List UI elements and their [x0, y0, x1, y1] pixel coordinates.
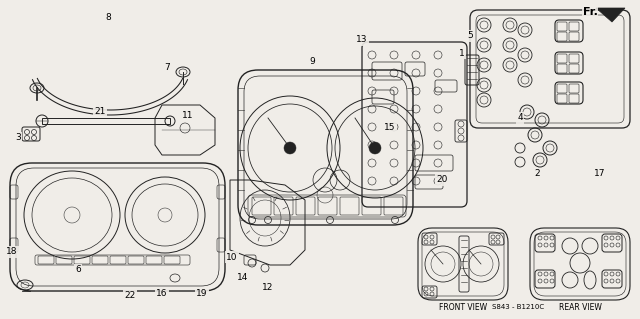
Polygon shape: [596, 8, 625, 22]
Text: 1: 1: [459, 48, 465, 57]
Text: 8: 8: [105, 12, 111, 21]
Text: 22: 22: [124, 291, 136, 300]
Text: 16: 16: [156, 290, 168, 299]
Text: 3: 3: [15, 133, 21, 143]
Text: 15: 15: [384, 123, 396, 132]
Text: 14: 14: [237, 273, 249, 283]
Text: REAR VIEW: REAR VIEW: [559, 302, 602, 311]
Text: 19: 19: [196, 290, 208, 299]
Text: 17: 17: [595, 169, 605, 179]
Text: 7: 7: [164, 63, 170, 72]
Text: S843 - B1210C: S843 - B1210C: [492, 304, 544, 310]
Text: FRONT VIEW: FRONT VIEW: [439, 302, 487, 311]
Text: 5: 5: [467, 32, 473, 41]
Text: Fr.: Fr.: [582, 7, 597, 17]
Text: 18: 18: [6, 248, 18, 256]
Ellipse shape: [369, 142, 381, 154]
Text: 6: 6: [75, 265, 81, 275]
Text: 12: 12: [262, 284, 274, 293]
Text: 11: 11: [182, 110, 194, 120]
Text: 9: 9: [309, 57, 315, 66]
Ellipse shape: [284, 142, 296, 154]
Text: 4: 4: [517, 114, 523, 122]
Text: 13: 13: [356, 35, 368, 44]
Text: 20: 20: [436, 175, 448, 184]
Text: 2: 2: [534, 169, 540, 179]
Text: 21: 21: [94, 108, 106, 116]
Text: 10: 10: [227, 253, 237, 262]
